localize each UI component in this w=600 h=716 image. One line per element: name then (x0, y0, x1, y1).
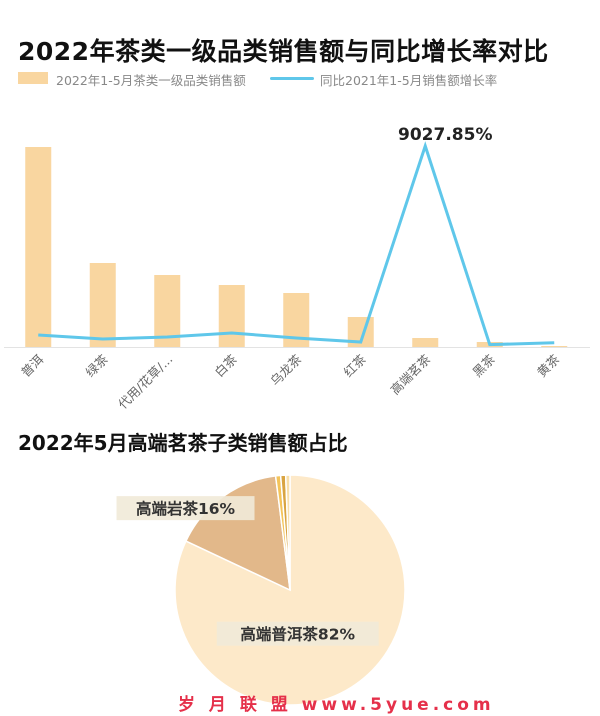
bar (25, 147, 52, 347)
legend-bar-label: 2022年1-5月茶类一级品类销售额 (56, 73, 246, 88)
pie-chart-title: 2022年5月高端茗茶子类销售额占比 (18, 431, 348, 455)
bar-chart-title: 2022年茶类一级品类销售额与同比增长率对比 (18, 37, 549, 66)
label-backdrop (216, 621, 379, 646)
bar (89, 263, 116, 347)
label-backdrop (116, 496, 255, 521)
label-text: 高端普洱茶82% (240, 625, 355, 644)
label-text: 高端岩茶16% (136, 499, 236, 518)
data-label: 9027.85% (398, 125, 492, 145)
growth-line (38, 141, 555, 347)
legend-line-swatch (270, 77, 314, 80)
bar (541, 346, 568, 347)
pie-slice (284, 474, 291, 591)
pie-slice-label: 高端普洱茶82% (216, 621, 379, 646)
legend-line-label: 同比2021年1-5月销售额增长率 (320, 73, 498, 88)
legend-bar-swatch (18, 72, 48, 84)
watermark-text: 岁 月 联 盟 www.5yue.com (178, 695, 495, 715)
pie-slice-label: 高端岩茶16% (116, 496, 255, 521)
bar (218, 285, 245, 347)
bar-line-chart: 9027.85%普洱 绿茶 代用/花草/... 白茶 乌龙茶 红茶 高端茗茶 黑茶 黄茶 (4, 125, 590, 412)
bar (412, 338, 439, 347)
